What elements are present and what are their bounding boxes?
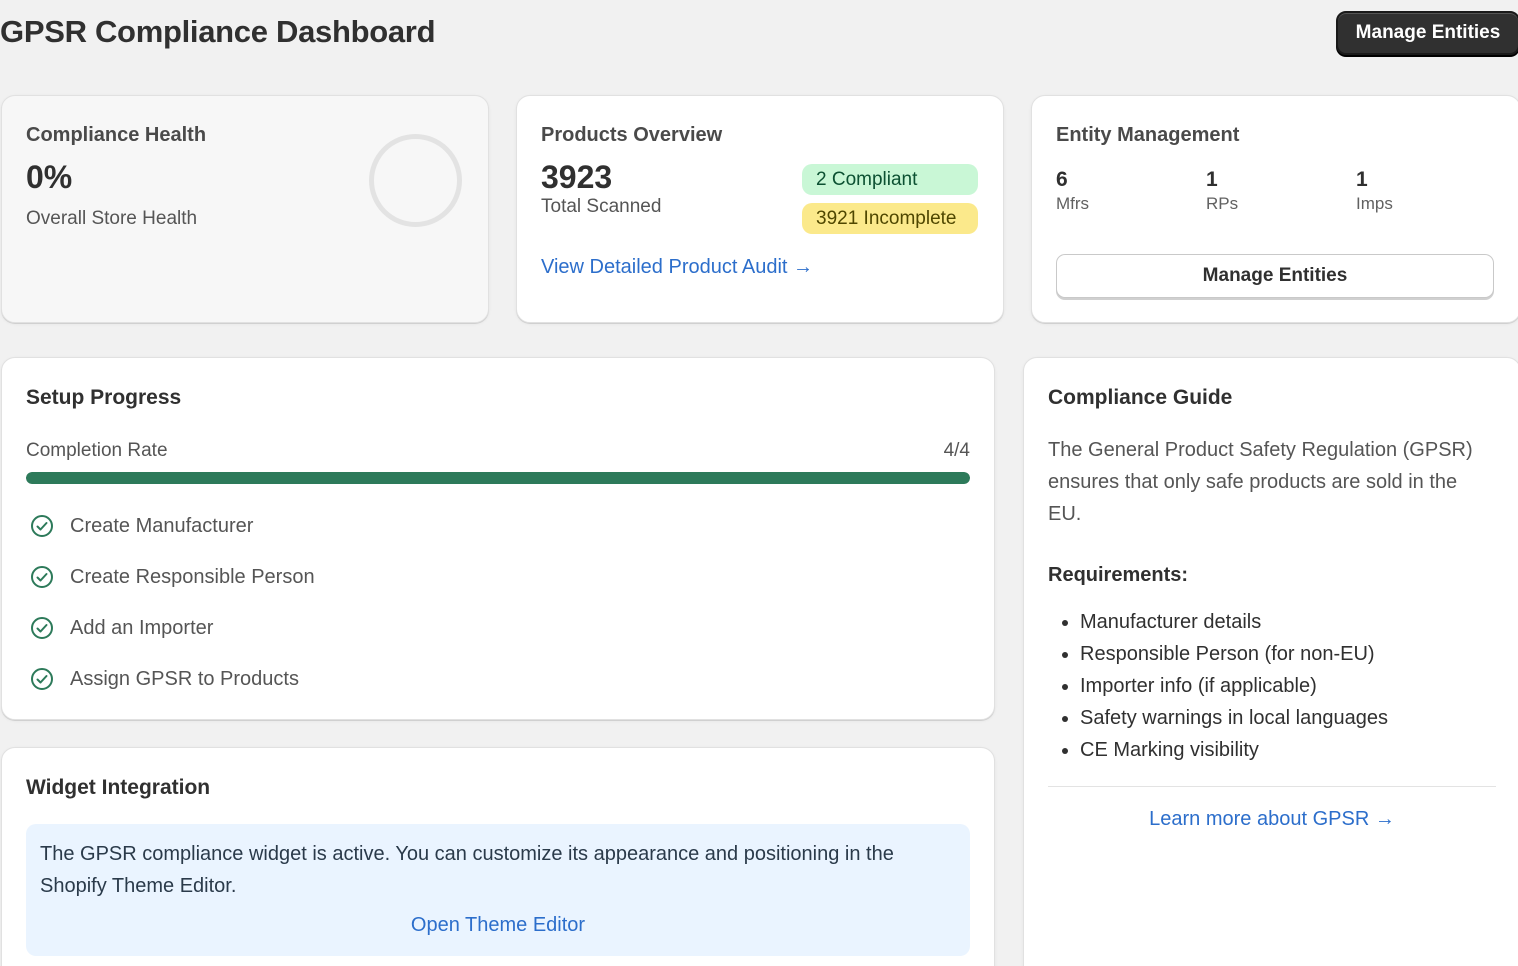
stat-label: Mfrs: [1056, 194, 1090, 213]
widget-info-message: The GPSR compliance widget is active. Yo…: [40, 843, 894, 897]
completion-rate-row: Completion Rate 4/4: [26, 440, 970, 462]
widget-info-banner: The GPSR compliance widget is active. Yo…: [26, 824, 970, 956]
progress-bar: [26, 472, 970, 484]
setup-step-label: Create Manufacturer: [70, 514, 254, 537]
requirement-item: CE Marking visibility: [1080, 734, 1388, 766]
learn-more-gpsr-link[interactable]: Learn more about GPSR →: [1149, 808, 1395, 830]
compliance-health-value: 0%: [26, 159, 73, 195]
setup-step: Create Manufacturer: [30, 511, 253, 541]
check-circle-icon: [31, 617, 53, 639]
requirement-item: Importer info (if applicable): [1080, 670, 1388, 702]
view-product-audit-link[interactable]: View Detailed Product Audit →: [541, 256, 814, 278]
manage-entities-header-button[interactable]: Manage Entities: [1336, 11, 1518, 55]
widget-integration-title: Widget Integration: [26, 776, 211, 799]
divider: [1048, 786, 1496, 787]
widget-integration-card: Widget Integration The GPSR compliance w…: [1, 747, 995, 966]
requirements-list: Manufacturer details Responsible Person …: [1080, 606, 1388, 766]
compliance-health-label: Overall Store Health: [26, 208, 198, 229]
setup-progress-title: Setup Progress: [26, 386, 182, 409]
requirement-item: Safety warnings in local languages: [1080, 702, 1388, 734]
setup-step: Add an Importer: [30, 613, 213, 643]
total-scanned-value: 3923: [541, 159, 613, 195]
setup-step: Create Responsible Person: [30, 562, 315, 592]
completion-rate-label: Completion Rate: [26, 440, 168, 461]
setup-step-label: Assign GPSR to Products: [70, 667, 299, 690]
compliance-health-card: Compliance Health 0% Overall Store Healt…: [1, 95, 489, 323]
requirement-item: Manufacturer details: [1080, 606, 1388, 638]
incomplete-badge: 3921 Incomplete: [802, 203, 978, 234]
requirements-title: Requirements:: [1048, 564, 1189, 586]
stat-value: 1: [1206, 168, 1218, 191]
compliance-guide-title: Compliance Guide: [1048, 386, 1233, 409]
stat-importers: 1 Imps: [1356, 168, 1393, 214]
compliance-guide-intro: The General Product Safety Regulation (G…: [1048, 439, 1473, 525]
setup-step-label: Add an Importer: [70, 616, 214, 639]
setup-step-label: Create Responsible Person: [70, 565, 315, 588]
manage-entities-button[interactable]: Manage Entities: [1056, 254, 1494, 298]
health-ring-chart: [369, 134, 462, 227]
products-overview-title: Products Overview: [541, 124, 723, 146]
page-title: GPSR Compliance Dashboard: [0, 14, 436, 49]
stat-manufacturers: 6 Mfrs: [1056, 168, 1089, 214]
compliant-badge: 2 Compliant: [802, 164, 978, 195]
stat-value: 6: [1056, 168, 1068, 191]
total-scanned-label: Total Scanned: [541, 196, 662, 217]
completion-rate-value: 4/4: [943, 440, 970, 461]
open-theme-editor-link[interactable]: Open Theme Editor: [410, 914, 586, 936]
requirement-item: Responsible Person (for non-EU): [1080, 638, 1388, 670]
stat-responsible-persons: 1 RPs: [1206, 168, 1238, 214]
entity-management-title: Entity Management: [1056, 124, 1240, 146]
compliance-guide-card: Compliance Guide The General Product Saf…: [1023, 357, 1518, 966]
stat-label: RPs: [1206, 194, 1239, 213]
compliance-health-title: Compliance Health: [26, 124, 207, 146]
stat-label: Imps: [1356, 194, 1393, 213]
check-circle-icon: [31, 566, 53, 588]
setup-progress-card: Setup Progress Completion Rate 4/4 Creat…: [1, 357, 995, 720]
setup-step: Assign GPSR to Products: [30, 664, 299, 694]
stat-value: 1: [1356, 168, 1368, 191]
entity-stats: 6 Mfrs 1 RPs 1 Imps: [1056, 168, 1496, 218]
check-circle-icon: [31, 668, 53, 690]
progress-bar-fill: [26, 472, 970, 484]
check-circle-icon: [31, 515, 53, 537]
entity-management-card: Entity Management 6 Mfrs 1 RPs 1 Imps Ma…: [1031, 95, 1518, 323]
products-overview-card: Products Overview 3923 Total Scanned Vie…: [516, 95, 1004, 323]
